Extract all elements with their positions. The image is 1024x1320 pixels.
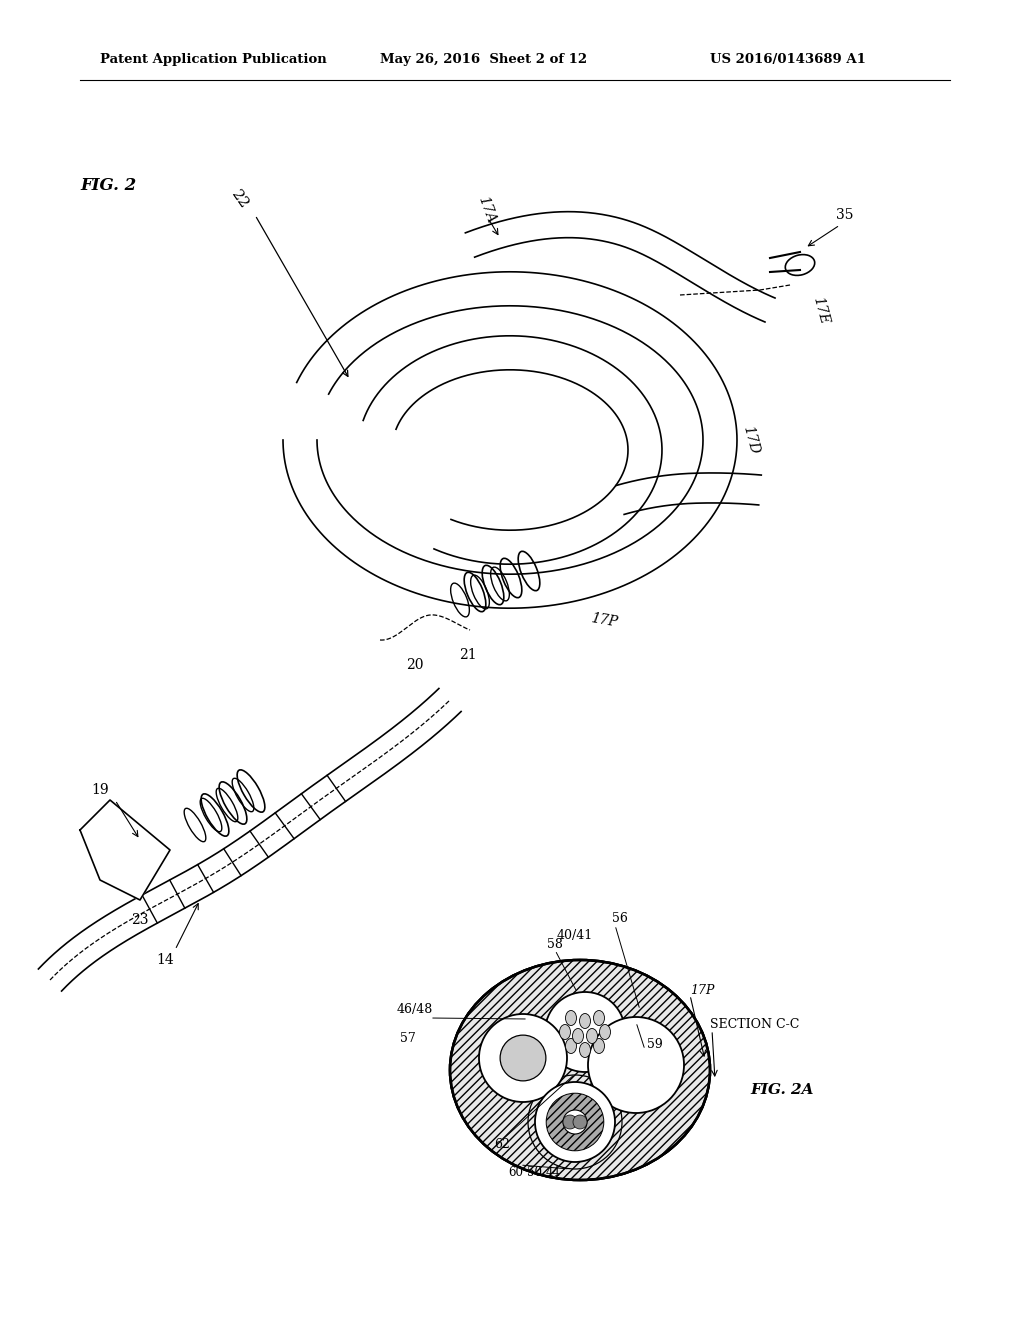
Text: 40/41: 40/41 [557, 928, 593, 941]
Text: 14: 14 [156, 953, 174, 968]
Polygon shape [465, 211, 775, 322]
Ellipse shape [559, 1024, 570, 1040]
Ellipse shape [587, 1028, 597, 1044]
Circle shape [535, 1082, 615, 1162]
Text: 17A: 17A [476, 194, 499, 226]
Text: 17P: 17P [590, 611, 620, 630]
Text: 20: 20 [407, 657, 424, 672]
Text: 60: 60 [509, 1166, 523, 1179]
Text: 58: 58 [547, 939, 563, 952]
Text: 44: 44 [546, 1166, 560, 1179]
Ellipse shape [450, 960, 710, 1180]
Text: Patent Application Publication: Patent Application Publication [100, 54, 327, 66]
Ellipse shape [785, 255, 815, 276]
Ellipse shape [599, 1024, 610, 1040]
Ellipse shape [580, 1014, 591, 1028]
Circle shape [479, 1014, 567, 1102]
Ellipse shape [565, 1039, 577, 1053]
Text: 59: 59 [647, 1039, 663, 1052]
Text: 56: 56 [612, 912, 628, 924]
Ellipse shape [565, 1011, 577, 1026]
Text: 46/48: 46/48 [397, 1003, 433, 1016]
Text: 23: 23 [131, 913, 148, 927]
Circle shape [588, 1016, 684, 1113]
Ellipse shape [450, 960, 710, 1180]
Polygon shape [283, 272, 737, 609]
Ellipse shape [594, 1011, 604, 1026]
Text: 22: 22 [228, 187, 251, 213]
Circle shape [500, 1035, 546, 1081]
Circle shape [573, 1115, 587, 1129]
Text: 50: 50 [527, 1166, 543, 1179]
Ellipse shape [572, 1028, 584, 1044]
Text: US 2016/0143689 A1: US 2016/0143689 A1 [710, 54, 866, 66]
Text: May 26, 2016  Sheet 2 of 12: May 26, 2016 Sheet 2 of 12 [380, 54, 587, 66]
Text: 21: 21 [459, 648, 477, 663]
Text: FIG. 2A: FIG. 2A [750, 1082, 813, 1097]
Polygon shape [80, 800, 170, 900]
Text: 17D: 17D [740, 424, 761, 455]
Text: 17P: 17P [690, 983, 715, 997]
Ellipse shape [594, 1039, 604, 1053]
Ellipse shape [580, 1043, 591, 1057]
Text: 57: 57 [400, 1031, 416, 1044]
Text: 19: 19 [91, 783, 109, 797]
Text: 62: 62 [494, 1138, 510, 1151]
Circle shape [546, 1093, 604, 1151]
Polygon shape [364, 335, 662, 564]
Circle shape [563, 1110, 587, 1134]
Text: 17E: 17E [810, 294, 830, 325]
Text: FIG. 2: FIG. 2 [80, 177, 136, 194]
Circle shape [563, 1115, 577, 1129]
Text: 35: 35 [837, 209, 854, 222]
Circle shape [545, 993, 625, 1072]
Text: SECTION C-C: SECTION C-C [710, 1019, 800, 1031]
